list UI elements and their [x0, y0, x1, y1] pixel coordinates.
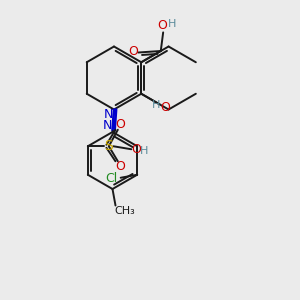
Text: N: N: [102, 119, 112, 133]
Text: O: O: [160, 101, 170, 114]
Text: O: O: [128, 45, 138, 58]
Text: O: O: [115, 118, 125, 131]
Text: N: N: [104, 107, 113, 121]
Text: H: H: [152, 100, 160, 110]
Text: H: H: [140, 146, 148, 156]
Text: CH₃: CH₃: [115, 206, 136, 216]
Text: O: O: [158, 19, 167, 32]
Text: S: S: [104, 139, 113, 153]
Text: H: H: [167, 19, 176, 29]
Text: O: O: [115, 160, 125, 173]
Text: O: O: [131, 143, 141, 156]
Text: Cl: Cl: [106, 172, 118, 185]
